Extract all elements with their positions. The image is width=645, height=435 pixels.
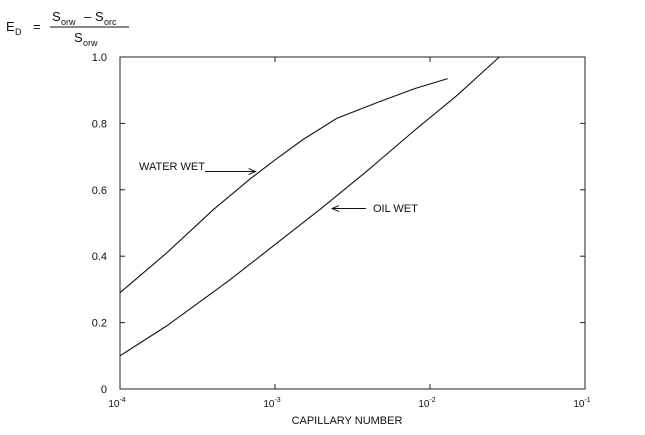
formula-numerator-a-subscript: orw (61, 17, 76, 27)
plot-frame (119, 56, 586, 390)
ed-formula: E D = S orw – S orc S orw (6, 9, 129, 48)
annotation-oil-wet: OIL WET (330, 203, 418, 215)
series-line-water-wet (119, 78, 448, 294)
annotation-water-wet-label: WATER WET (139, 161, 205, 173)
y-tick-label: 0.2 (92, 318, 107, 330)
x-tick-label: 10-3 (263, 397, 280, 410)
x-tick-label: 10-2 (418, 397, 435, 410)
formula-denominator-subscript: orw (83, 38, 98, 48)
y-tick-label: 1.0 (92, 52, 107, 64)
formula-numerator-b-subscript: orc (104, 17, 117, 27)
formula-numerator-b: S (95, 9, 104, 24)
series-line-oil-wet (119, 56, 500, 357)
y-tick-label: 0.6 (92, 185, 107, 197)
x-axis: 10-4 10-3 10-2 10-1 (108, 57, 591, 410)
y-tick-label: 0.8 (92, 118, 107, 130)
annotation-water-wet: WATER WET (139, 161, 257, 175)
annotation-oil-wet-label: OIL WET (373, 203, 418, 215)
y-axis: 0 0.2 0.4 0.6 0.8 1.0 (92, 52, 585, 396)
formula-lhs-subscript: D (15, 27, 22, 37)
x-axis-label: CAPILLARY NUMBER (292, 415, 403, 427)
y-tick-label: 0.4 (92, 251, 107, 263)
formula-numerator-a: S (52, 9, 61, 24)
annotation-water-wet-arrow (205, 168, 257, 175)
formula-lhs: E (6, 19, 15, 34)
formula-minus: – (84, 9, 92, 24)
formula-equals: = (33, 19, 41, 34)
x-tick-label: 10-1 (573, 397, 590, 410)
formula-denominator: S (74, 30, 83, 45)
annotation-oil-wet-arrow (330, 205, 366, 213)
y-tick-label: 0 (101, 384, 107, 396)
series-layer (119, 56, 500, 357)
x-tick-label: 10-4 (108, 397, 125, 410)
